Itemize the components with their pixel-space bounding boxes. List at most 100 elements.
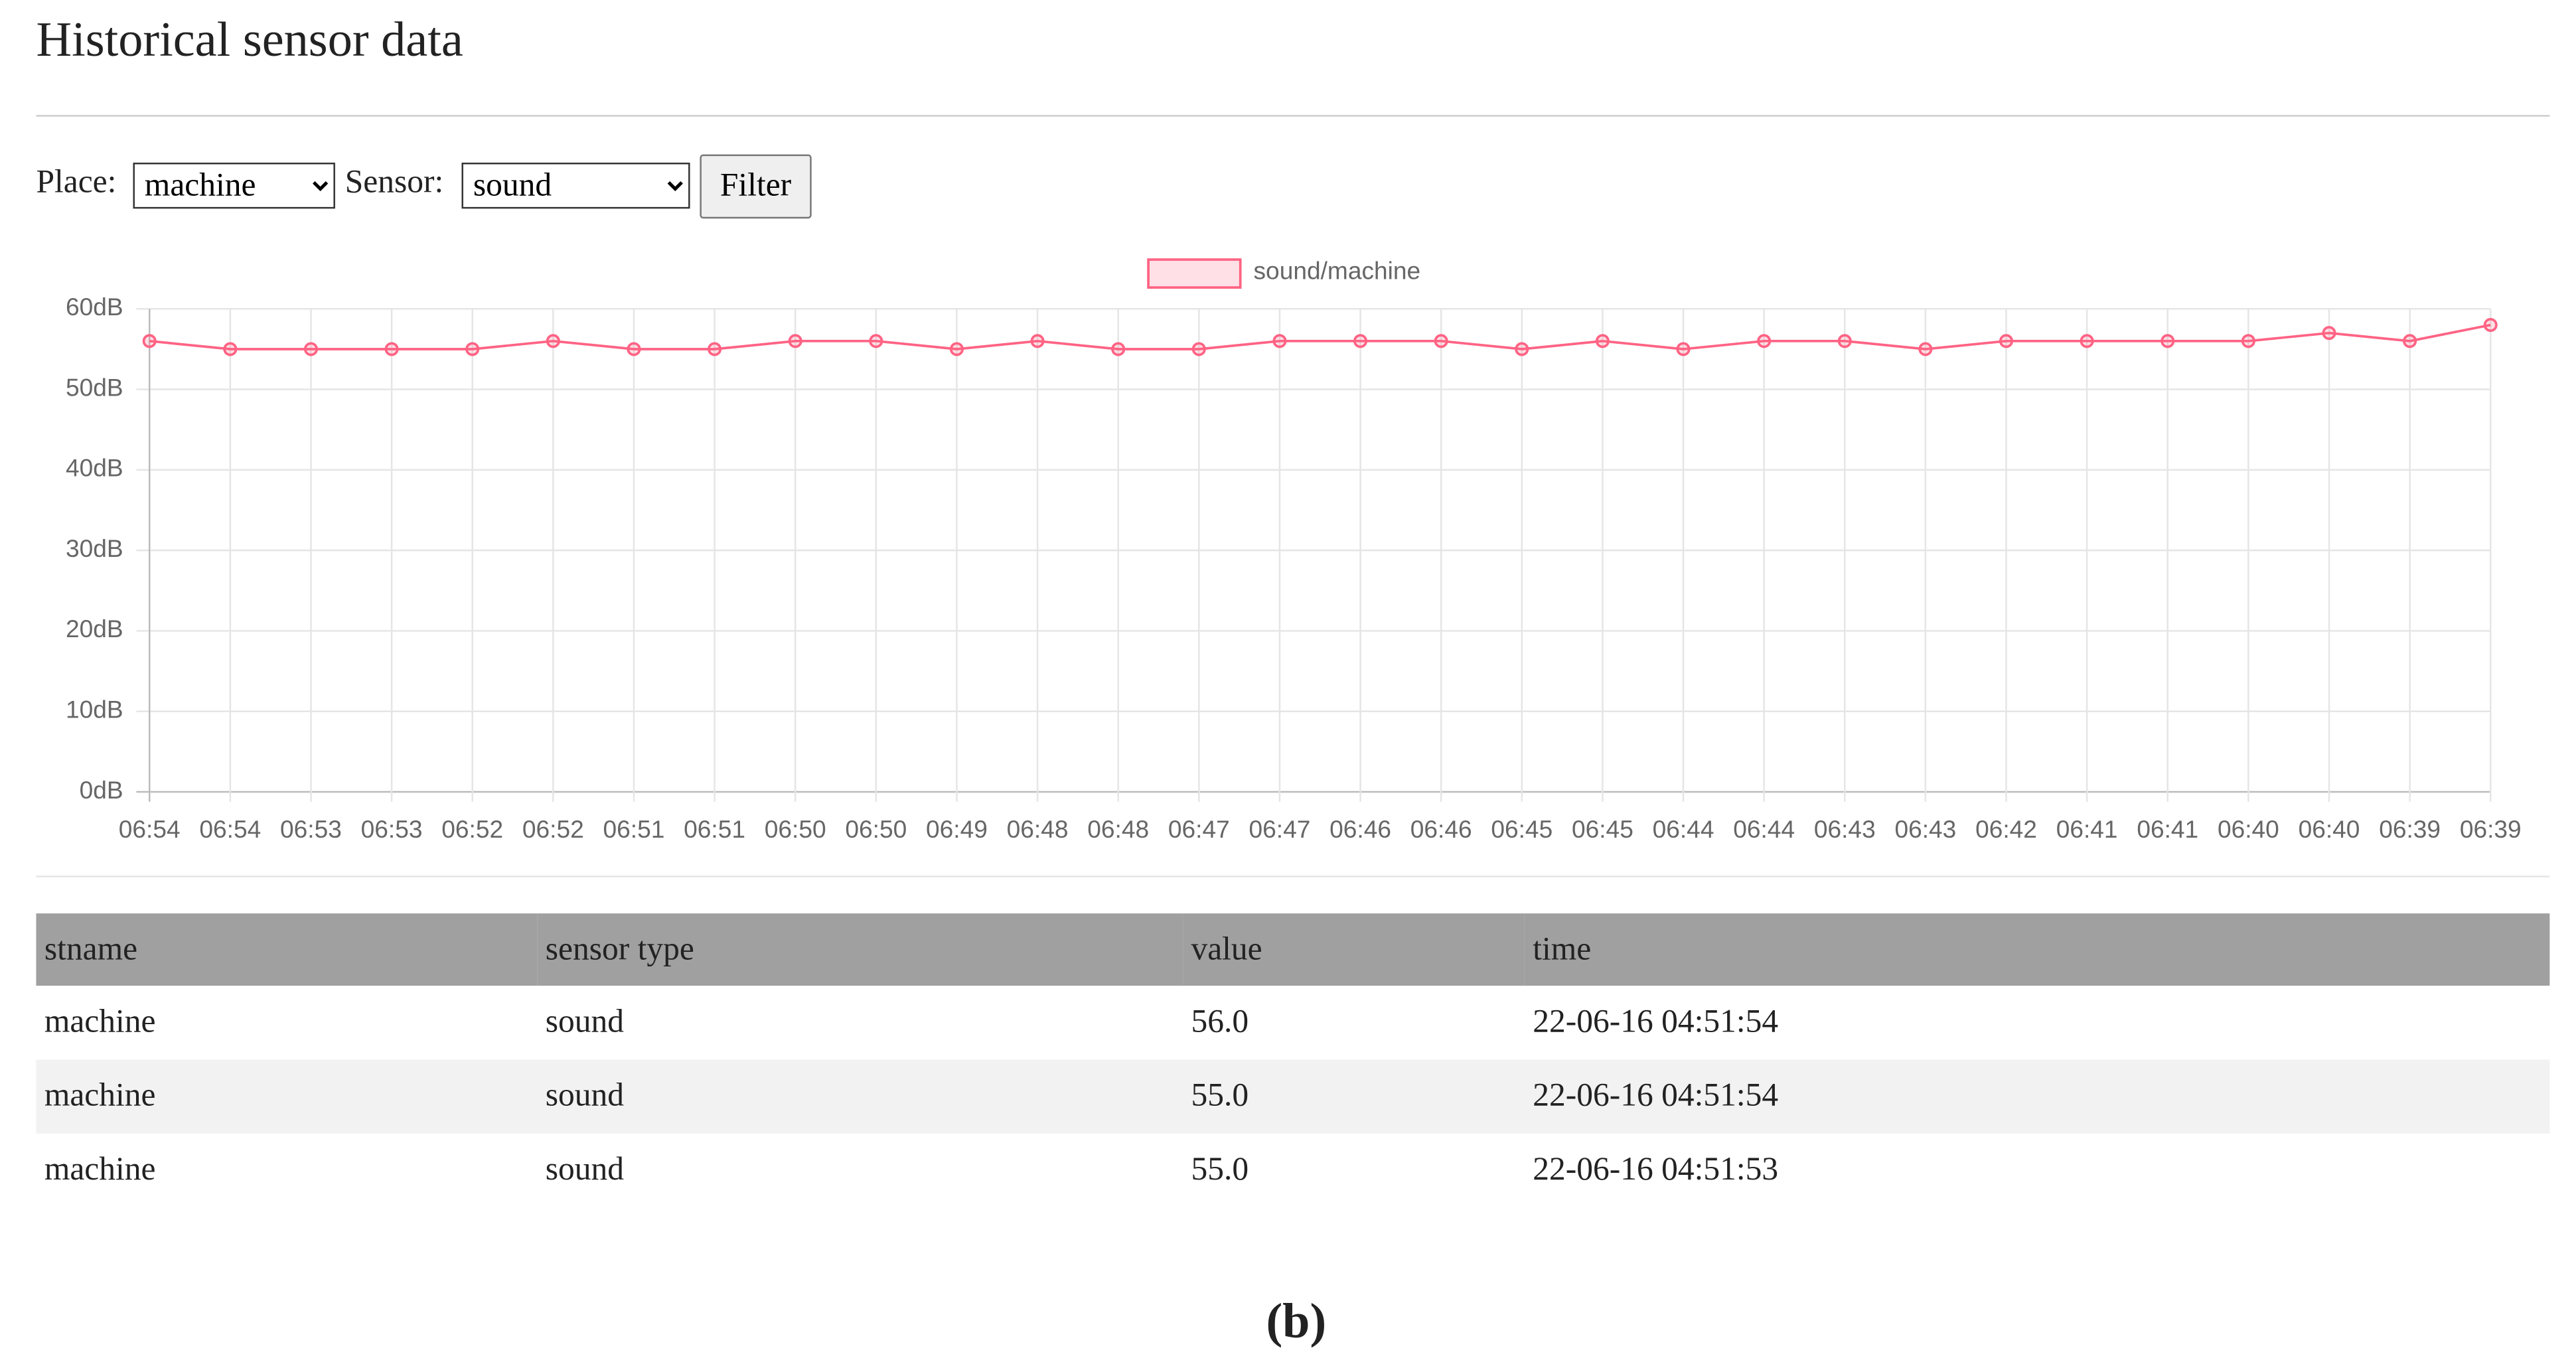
data-point <box>142 334 157 348</box>
chart: 0dB 10dB 20dB 30dB 40dB 50dB 60dB 06:54 06:54 06:… <box>66 257 2522 844</box>
table-cell: machine <box>44 1004 156 1040</box>
data-point <box>303 342 318 356</box>
data-point <box>1434 334 1448 348</box>
column-header: value <box>1183 913 1525 986</box>
column-header: stname <box>36 913 538 986</box>
data-point <box>627 342 641 356</box>
x-tick-label: 06:40 <box>2218 815 2279 843</box>
x-tick-label: 06:50 <box>845 815 907 843</box>
column-header: sensor type <box>537 913 1183 986</box>
x-tick-label: 06:47 <box>1168 815 1230 843</box>
data-point <box>546 334 560 348</box>
y-tick-label: 60dB <box>66 293 123 321</box>
x-tick-label: 06:51 <box>684 815 745 843</box>
data-point <box>1676 342 1691 356</box>
x-tick-label: 06:52 <box>522 815 584 843</box>
data-point <box>869 334 883 348</box>
data-point <box>223 342 238 356</box>
table-cell: machine <box>36 1059 538 1134</box>
table-cell: sound <box>545 1004 625 1040</box>
data-point <box>708 342 722 356</box>
table-cell: 55.0 <box>1191 1152 1249 1188</box>
data-point <box>1353 334 1368 348</box>
data-point <box>2403 334 2417 348</box>
x-tick-label: 06:48 <box>1007 815 1069 843</box>
x-tick-label: 06:42 <box>1975 815 2037 843</box>
data-point <box>788 334 802 348</box>
y-tick-label: 0dB <box>80 776 123 804</box>
data-point <box>949 342 964 356</box>
x-tick-label: 06:52 <box>441 815 503 843</box>
x-tick-label: 06:40 <box>2299 815 2360 843</box>
y-tick-label: 10dB <box>66 696 123 723</box>
x-tick-label: 06:41 <box>2137 815 2198 843</box>
y-tick-label: 40dB <box>66 454 123 482</box>
table-row: machine sound 55.0 22-06-16 04:51:53 <box>36 1134 2549 1207</box>
table-cell: machine <box>44 1152 156 1188</box>
data-point <box>2080 334 2094 348</box>
data-point <box>2322 326 2336 341</box>
column-header: time <box>1524 913 2550 986</box>
data-point <box>2160 334 2175 348</box>
x-tick-label: 06:53 <box>280 815 342 843</box>
data-point <box>1837 334 1852 348</box>
y-tick-label: 30dB <box>66 534 123 562</box>
table-body: machine sound 56.0 22-06-16 04:51:54 machine… <box>36 986 2550 1207</box>
table-cell: 22-06-16 04:51:54 <box>1533 1004 1779 1040</box>
x-tick-label: 06:43 <box>1814 815 1876 843</box>
x-tick-label: 06:54 <box>119 815 181 843</box>
table-cell: 56.0 <box>1191 1004 1249 1040</box>
divider <box>36 115 2550 117</box>
data-point <box>1030 334 1045 348</box>
x-tick-label: 06:49 <box>926 815 988 843</box>
x-tick-label: 06:39 <box>2379 815 2441 843</box>
table-row: machine sound 56.0 22-06-16 04:51:54 <box>36 986 2549 1059</box>
data-point <box>2241 334 2255 348</box>
table-row: machine sound 55.0 22-06-16 04:51:54 <box>36 1059 2550 1134</box>
x-tick-label: 06:44 <box>1653 815 1714 843</box>
x-tick-label: 06:50 <box>765 815 826 843</box>
data-point <box>465 342 480 356</box>
data-point <box>1918 342 1933 356</box>
figure-caption: (b) <box>1266 1294 1327 1349</box>
x-tick-label: 06:44 <box>1733 815 1795 843</box>
sensor-select[interactable]: sound <box>461 163 690 209</box>
data-table: stname sensor type value time machine sou… <box>36 913 2550 1207</box>
data-point <box>1757 334 1772 348</box>
table-cell: 22-06-16 04:51:53 <box>1533 1152 1779 1188</box>
data-point <box>1191 342 1206 356</box>
data-point <box>1515 342 1529 356</box>
x-tick-label: 06:51 <box>603 815 665 843</box>
legend-swatch <box>1147 258 1242 289</box>
x-tick-label: 06:45 <box>1491 815 1553 843</box>
x-tick-label: 06:46 <box>1410 815 1472 843</box>
data-point <box>1595 334 1610 348</box>
divider <box>36 875 2550 877</box>
data-point <box>384 342 399 356</box>
table-cell: sound <box>537 1059 1183 1134</box>
x-tick-label: 06:39 <box>2460 815 2522 843</box>
x-tick-label: 06:47 <box>1249 815 1310 843</box>
y-tick-label: 50dB <box>66 373 123 401</box>
data-point <box>1999 334 2014 348</box>
x-tick-label: 06:46 <box>1329 815 1391 843</box>
legend-label: sound/machine <box>1254 257 1421 285</box>
page-title: Historical sensor data <box>36 13 463 68</box>
sensor-label: Sensor: <box>344 164 444 200</box>
table-cell: 22-06-16 04:51:54 <box>1524 1059 2550 1134</box>
filter-button[interactable]: Filter <box>700 154 812 219</box>
x-tick-label: 06:53 <box>361 815 423 843</box>
y-tick-label: 20dB <box>66 615 123 643</box>
x-tick-label: 06:45 <box>1572 815 1633 843</box>
x-tick-label: 06:48 <box>1087 815 1149 843</box>
x-tick-label: 06:43 <box>1894 815 1956 843</box>
table-cell: sound <box>545 1152 625 1188</box>
x-tick-label: 06:54 <box>199 815 261 843</box>
data-point <box>1272 334 1287 348</box>
table-cell: 55.0 <box>1183 1059 1525 1134</box>
data-point <box>1111 342 1126 356</box>
header-row: stname sensor type value time <box>36 913 2550 986</box>
place-select[interactable]: machine <box>133 163 335 209</box>
